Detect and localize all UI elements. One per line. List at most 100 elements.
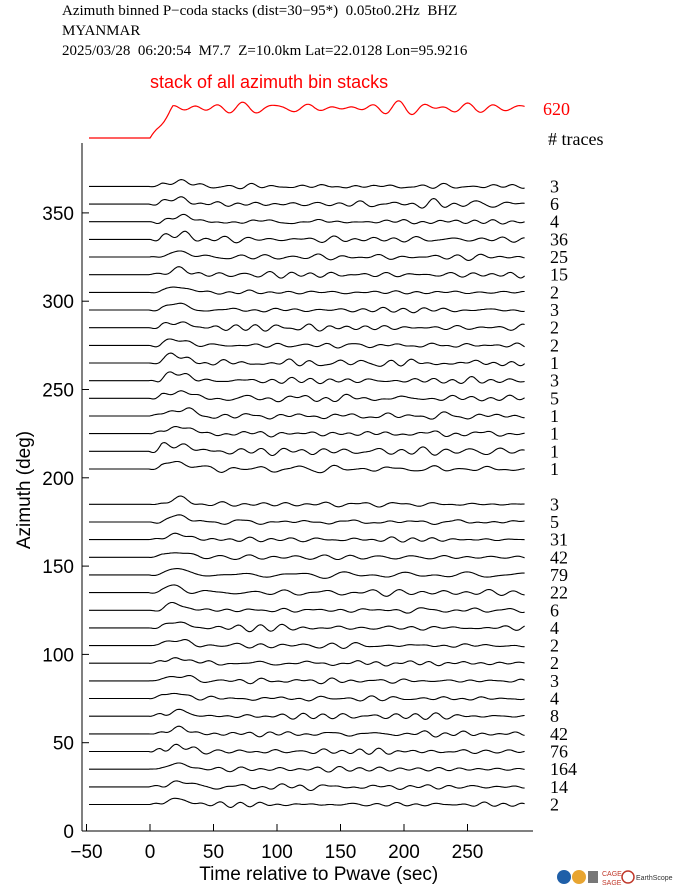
earthscope-logo-icon (621, 870, 635, 884)
trace-count-label: 76 (550, 742, 568, 762)
azimuth-bin-trace (89, 725, 525, 738)
azimuth-bin-trace (89, 338, 525, 349)
trace-count-label: 3 (550, 671, 559, 691)
azimuth-bin-trace (89, 601, 525, 614)
azimuth-bin-trace (89, 213, 525, 225)
trace-count-label: 25 (550, 247, 568, 267)
trace-count-label: 3 (550, 494, 559, 514)
badge-logo-icon (588, 871, 598, 883)
azimuth-bin-trace (89, 179, 525, 190)
trace-count-label: 79 (550, 565, 568, 585)
azimuth-bin-trace (89, 230, 525, 244)
nsf-logo-icon (557, 870, 571, 884)
azimuth-bin-trace (89, 196, 525, 209)
x-axis-label: Time relative to Pwave (sec) (199, 864, 438, 885)
azimuth-bin-trace (89, 460, 525, 474)
trace-count-label: 1 (550, 424, 559, 444)
trace-count-label: 14 (550, 777, 568, 797)
trace-count-label: 22 (550, 583, 568, 603)
stack-label: stack of all azimuth bin stacks (150, 72, 388, 92)
y-axis-label: Azimuth (deg) (14, 431, 35, 549)
azimuth-bin-trace (89, 584, 525, 597)
title-line-3: 2025/03/28 06:20:54 M7.7 Z=10.0km Lat=22… (62, 43, 468, 59)
trace-count-label: 2 (550, 653, 559, 673)
trace-count-label: 2 (550, 335, 559, 355)
globe-logo-icon (572, 870, 586, 884)
trace-count-label: 2 (550, 318, 559, 338)
title-line-1: Azimuth binned P−coda stacks (dist=30−95… (62, 3, 458, 19)
azimuth-bin-trace (89, 743, 525, 755)
trace-count-label: 2 (550, 636, 559, 656)
x-tick-label: 250 (452, 842, 484, 863)
azimuth-bin-trace (89, 797, 525, 808)
azimuth-bin-trace (89, 390, 525, 403)
trace-count-label: 4 (550, 689, 559, 709)
trace-count-label: 5 (550, 388, 559, 408)
trace-count-label: 1 (550, 353, 559, 373)
trace-count-label: 15 (550, 265, 568, 285)
azimuth-bin-trace (89, 302, 525, 314)
footer-logos: CAGE SAGE EarthScope (555, 866, 685, 888)
azimuth-bin-trace (89, 442, 525, 457)
trace-count-label: 164 (550, 759, 577, 779)
azimuth-bin-trace (89, 514, 525, 525)
azimuth-bin-trace (89, 266, 525, 279)
trace-count-label: 4 (550, 212, 559, 232)
y-tick-label: 200 (42, 469, 74, 490)
trace-count-label: 8 (550, 706, 559, 726)
y-tick-label: 150 (42, 557, 74, 578)
x-tick-label: 200 (388, 842, 420, 863)
azimuth-bin-trace (89, 762, 525, 773)
title-line-2: MYANMAR (62, 23, 141, 39)
trace-count-label: 3 (550, 371, 559, 391)
y-tick-label: 50 (53, 734, 74, 755)
x-tick-label: 50 (203, 842, 224, 863)
trace-count-label: 3 (550, 176, 559, 196)
trace-count-label: 6 (550, 600, 559, 620)
trace-count-label: 42 (550, 724, 568, 744)
azimuth-bin-trace (89, 371, 525, 385)
trace-count-label: 42 (550, 547, 568, 567)
trace-count-label: 3 (550, 300, 559, 320)
azimuth-bin-trace (89, 352, 525, 367)
y-tick-label: 350 (42, 204, 74, 225)
y-tick-label: 0 (63, 822, 74, 843)
y-tick-label: 250 (42, 381, 74, 402)
trace-count-label: 1 (550, 406, 559, 426)
trace-count-label: 1 (550, 459, 559, 479)
azimuth-bin-trace (89, 286, 525, 295)
trace-count-label: 1 (550, 441, 559, 461)
x-tick-label: 0 (145, 842, 156, 863)
azimuth-bin-trace (89, 674, 525, 685)
y-tick-label: 300 (42, 292, 74, 313)
azimuth-bin-trace (89, 532, 525, 543)
azimuth-bin-trace (89, 780, 525, 792)
trace-count-label: 2 (550, 282, 559, 302)
azimuth-bin-trace (89, 568, 525, 579)
trace-count-label: 4 (550, 618, 559, 638)
trace-count-label: 31 (550, 530, 568, 550)
azimuth-bin-trace (89, 425, 525, 438)
azimuth-bin-trace (89, 621, 525, 633)
earthscope-logo-text: EarthScope (636, 875, 673, 882)
trace-count-label: 5 (550, 512, 559, 532)
stack-total-traces: 620 (543, 99, 570, 119)
azimuth-bin-trace (89, 657, 525, 667)
sage-logo: SAGE (602, 880, 622, 887)
azimuth-bin-trace (89, 321, 525, 332)
trace-count-label: 6 (550, 194, 559, 214)
azimuth-bin-trace (89, 552, 525, 561)
trace-count-label: 2 (550, 795, 559, 815)
x-tick-label: −50 (70, 842, 102, 863)
x-tick-label: 100 (261, 842, 293, 863)
azimuth-bin-trace (89, 639, 525, 649)
stack-trace (89, 100, 525, 139)
azimuth-bin-trace (89, 495, 525, 508)
x-tick-label: 150 (325, 842, 357, 863)
y-tick-label: 100 (42, 645, 74, 666)
trace-count-label: 36 (550, 229, 568, 249)
azimuth-bin-trace (89, 692, 525, 702)
azimuth-bin-trace (89, 407, 525, 420)
cage-logo: CAGE (602, 871, 622, 878)
